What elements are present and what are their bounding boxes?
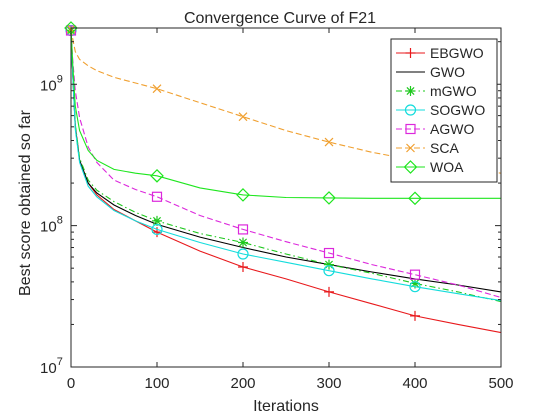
x-tick-label: 200 bbox=[230, 375, 255, 392]
series-marker-agwo bbox=[237, 224, 249, 235]
legend-label-sogwo: SOGWO bbox=[430, 102, 485, 118]
series-marker-sca bbox=[238, 112, 248, 122]
legend-item-woa: WOA bbox=[396, 159, 464, 175]
axes-frame bbox=[70, 27, 502, 368]
series-marker-woa bbox=[236, 188, 250, 202]
x-tick-label: 300 bbox=[316, 375, 341, 392]
x-axis-label: Iterations bbox=[253, 398, 319, 415]
series-marker-agwo bbox=[323, 247, 335, 259]
legend-marker-agwo bbox=[405, 123, 416, 135]
series-marker-agwo bbox=[409, 269, 421, 280]
legend-item-mgwo: mGWO bbox=[396, 83, 477, 99]
series-marker-mgwo bbox=[238, 237, 248, 248]
series-marker-ebgwo bbox=[324, 286, 334, 297]
legend-label-agwo: AGWO bbox=[430, 121, 474, 137]
series-line-sogwo bbox=[70, 30, 502, 302]
legend-label-gwo: GWO bbox=[430, 64, 465, 80]
legend-item-ebgwo: EBGWO bbox=[396, 45, 484, 61]
series-marker-mgwo bbox=[152, 215, 162, 226]
legend: EBGWO GWO mGWO SOGWO AGWO SCA WOA bbox=[390, 38, 498, 183]
x-tick-label: 100 bbox=[144, 375, 169, 392]
x-tick-label: 0 bbox=[67, 375, 75, 392]
series-marker-sogwo bbox=[237, 248, 249, 260]
series-line-woa bbox=[70, 27, 501, 199]
series-marker-woa bbox=[408, 191, 422, 206]
series-woa bbox=[64, 21, 501, 206]
y-tick-label: 109 bbox=[40, 73, 63, 94]
legend-item-sca: SCA bbox=[396, 140, 459, 156]
series-marker-sogwo bbox=[409, 281, 421, 293]
series-marker-sca bbox=[324, 137, 334, 147]
series-marker-sogwo bbox=[323, 265, 335, 277]
series-group bbox=[64, 21, 502, 334]
series-marker-mgwo bbox=[324, 259, 334, 270]
legend-marker-sca bbox=[406, 143, 415, 153]
series-marker-ebgwo bbox=[152, 227, 162, 238]
series-marker-sca bbox=[152, 84, 162, 94]
series-marker-ebgwo bbox=[238, 261, 248, 272]
legend-marker-ebgwo bbox=[405, 48, 416, 58]
legend-label-mgwo: mGWO bbox=[430, 83, 477, 99]
series-line-sca bbox=[70, 29, 502, 174]
x-tick-label: 400 bbox=[402, 375, 427, 392]
y-tick-label: 108 bbox=[40, 215, 63, 236]
chart-title: Convergence Curve of F21 bbox=[184, 10, 376, 27]
y-tick-label: 107 bbox=[40, 356, 63, 377]
series-marker-woa bbox=[150, 168, 164, 183]
series-marker-woa bbox=[322, 191, 336, 205]
series-marker-ebgwo bbox=[410, 310, 420, 321]
legend-marker-mgwo bbox=[405, 86, 416, 96]
legend-marker-sogwo bbox=[404, 104, 417, 116]
y-axis-label: Best score obtained so far bbox=[17, 109, 34, 296]
legend-item-gwo: GWO bbox=[396, 64, 465, 80]
series-marker-mgwo bbox=[410, 278, 420, 289]
series-marker-agwo bbox=[151, 191, 163, 202]
y-axis-ticks: 107 108 109 bbox=[40, 41, 501, 377]
x-tick-label: 500 bbox=[488, 375, 513, 392]
legend-item-agwo: AGWO bbox=[396, 121, 474, 137]
legend-item-sogwo: SOGWO bbox=[396, 102, 485, 118]
legend-label-sca: SCA bbox=[430, 140, 459, 156]
series-mgwo bbox=[66, 25, 502, 303]
x-axis-ticks: 0 100 200 300 400 500 bbox=[67, 28, 514, 392]
legend-label-woa: WOA bbox=[430, 159, 464, 175]
legend-marker-woa bbox=[403, 160, 418, 174]
legend-label-ebgwo: EBGWO bbox=[430, 45, 484, 61]
series-agwo bbox=[65, 25, 502, 299]
series-marker-sogwo bbox=[151, 223, 163, 236]
